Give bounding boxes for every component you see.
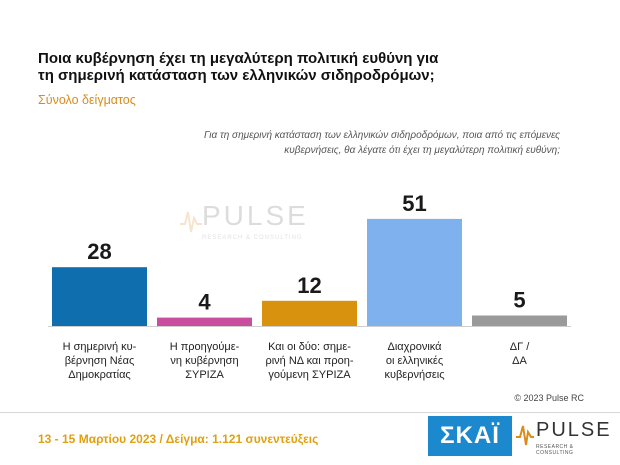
- data-label-5: 5: [513, 288, 525, 313]
- data-label-3: 12: [297, 273, 321, 298]
- bar-3: [262, 300, 357, 326]
- pulse-logo-icon: [516, 425, 534, 446]
- chart-title: Ποια κυβέρνηση έχει τη μεγαλύτερη πολιτι…: [38, 50, 439, 84]
- data-label-4: 51: [402, 191, 426, 216]
- chart-subtitle: Σύνολο δείγματος: [38, 93, 136, 107]
- category-label-4: Διαχρονικά οι ελληνικές κυβερνήσεις: [384, 341, 445, 381]
- watermark-text: PULSE: [202, 200, 309, 231]
- pulse-logo: PULSE RESEARCH & CONSULTING: [516, 416, 612, 456]
- watermark-sub: RESEARCH & CONSULTING: [202, 235, 303, 241]
- survey-question: Για τη σημερινή κατάσταση των ελληνικών …: [204, 130, 560, 156]
- data-label-1: 28: [87, 239, 111, 264]
- bar-5: [472, 315, 567, 326]
- skai-logo: ΣΚΑΪ: [428, 416, 512, 456]
- category-label-1: Η σημερινή κυ- βέρνηση Νέας Δημοκρατίας: [62, 341, 137, 381]
- bar-1: [52, 267, 147, 326]
- bar-4: [367, 218, 462, 326]
- bar-2: [157, 317, 252, 326]
- fieldwork-info: 13 - 15 Μαρτίου 2023 / Δείγμα: 1.121 συν…: [38, 432, 319, 446]
- data-label-2: 4: [198, 290, 211, 315]
- pulse-wave-icon: [180, 211, 202, 233]
- copyright: © 2023 Pulse RC: [514, 393, 584, 403]
- category-label-5: ΔΓ / ΔΑ: [509, 341, 530, 367]
- category-label-3: Και οι δύο: σημε- ρινή ΝΔ και προη- γούμ…: [265, 341, 354, 381]
- footer-divider: [0, 412, 620, 413]
- bar-chart: 28 4 12 51 5: [48, 191, 571, 327]
- pulse-watermark: PULSE RESEARCH & CONSULTING: [180, 200, 325, 252]
- category-label-2: Η προηγούμε- νη κυβέρνηση ΣΥΡΙΖΑ: [169, 341, 240, 381]
- pulse-logo-text: PULSE: [536, 419, 612, 441]
- pulse-logo-sub: RESEARCH & CONSULTING: [536, 444, 574, 456]
